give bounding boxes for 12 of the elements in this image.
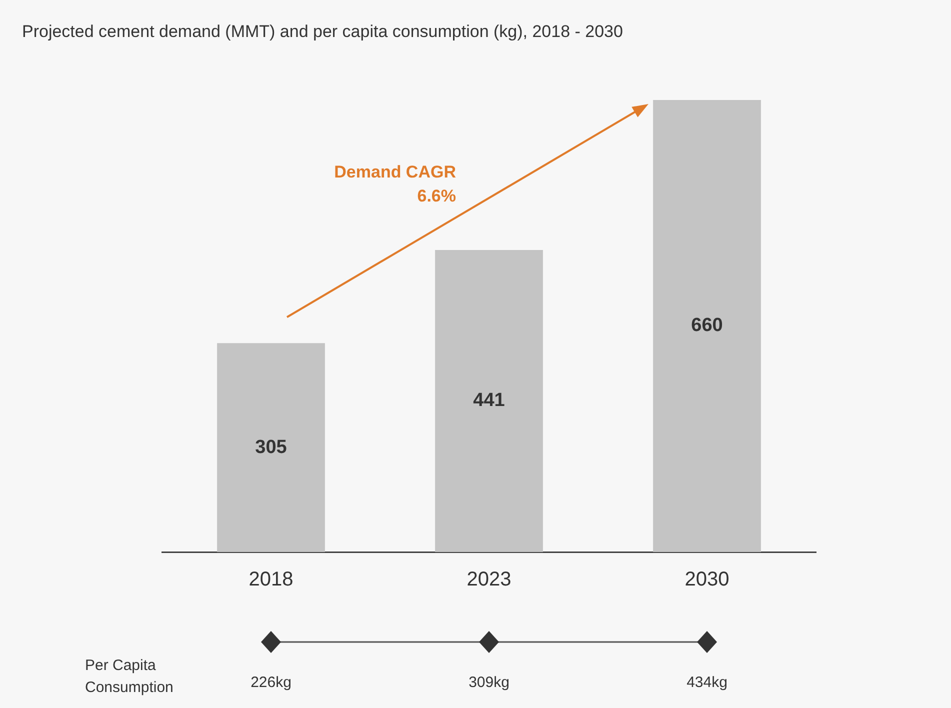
text: 434kg (686, 674, 728, 692)
data-label: 441 (473, 390, 506, 412)
x-tick-label: 2030 (684, 568, 730, 591)
chart-title: Projected cement demand (MMT) and per capita consumption (kg), 2018 - 2030 (22, 22, 623, 42)
data-label: 660 (691, 315, 723, 336)
text: Per Capita Consumption (85, 657, 174, 696)
annotation: Demand CAGR 6.6% (334, 162, 456, 206)
x-tick-label: 2023 (466, 568, 512, 591)
text: 309kg (468, 674, 510, 692)
data-label: 305 (255, 436, 288, 458)
text: 226kg (250, 674, 292, 692)
x-tick-label: 2018 (248, 568, 294, 591)
